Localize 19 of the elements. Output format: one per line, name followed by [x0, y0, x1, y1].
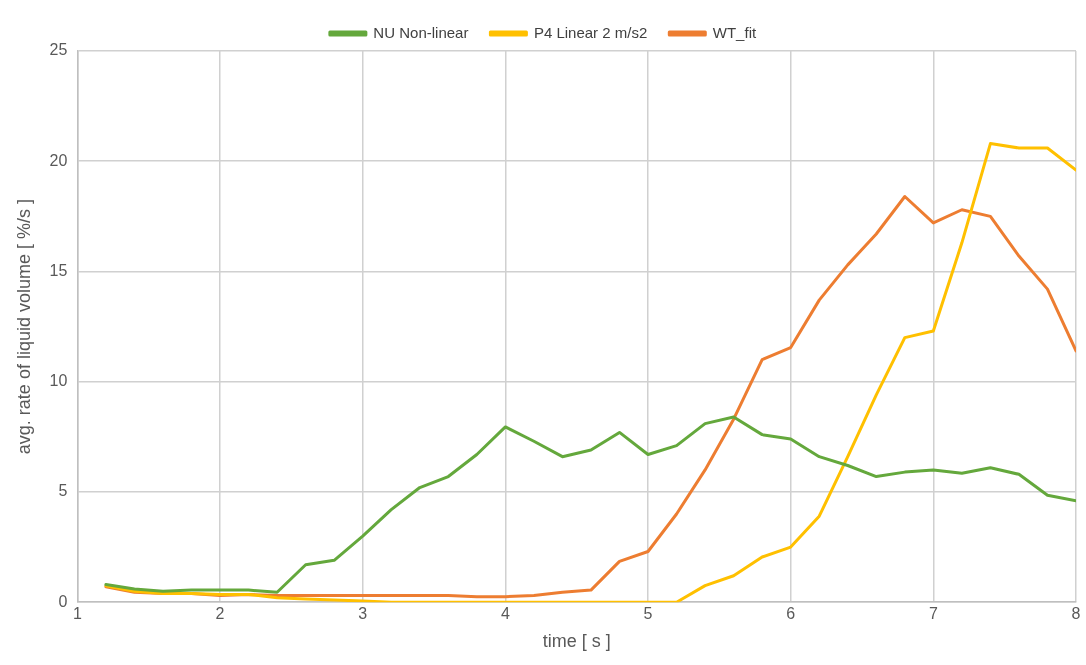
x-tick-label: 6 — [786, 605, 796, 623]
y-axis-title: avg. rate of liquid volume [ %/s ] — [13, 199, 34, 455]
y-tick-label: 20 — [49, 151, 68, 169]
legend-label: WT_fit — [712, 23, 757, 41]
x-tick-label: 8 — [1071, 605, 1081, 623]
y-tick-label: 0 — [58, 592, 68, 610]
x-tick-label: 2 — [215, 605, 225, 623]
x-tick-label: 3 — [358, 605, 368, 623]
y-tick-label: 5 — [58, 482, 68, 500]
x-tick-label: 7 — [928, 605, 938, 623]
x-tick-label: 1 — [72, 605, 82, 623]
x-tick-label: 5 — [643, 605, 653, 623]
y-tick-label: 10 — [49, 372, 68, 390]
x-axis-title: time [ s ] — [542, 631, 611, 652]
y-tick-label: 25 — [49, 41, 68, 59]
legend-label: P4 Linear 2 m/s2 — [533, 23, 648, 41]
y-tick-label: 15 — [49, 261, 68, 279]
legend-label: NU Non-linear — [373, 23, 469, 41]
x-tick-label: 4 — [500, 605, 510, 623]
